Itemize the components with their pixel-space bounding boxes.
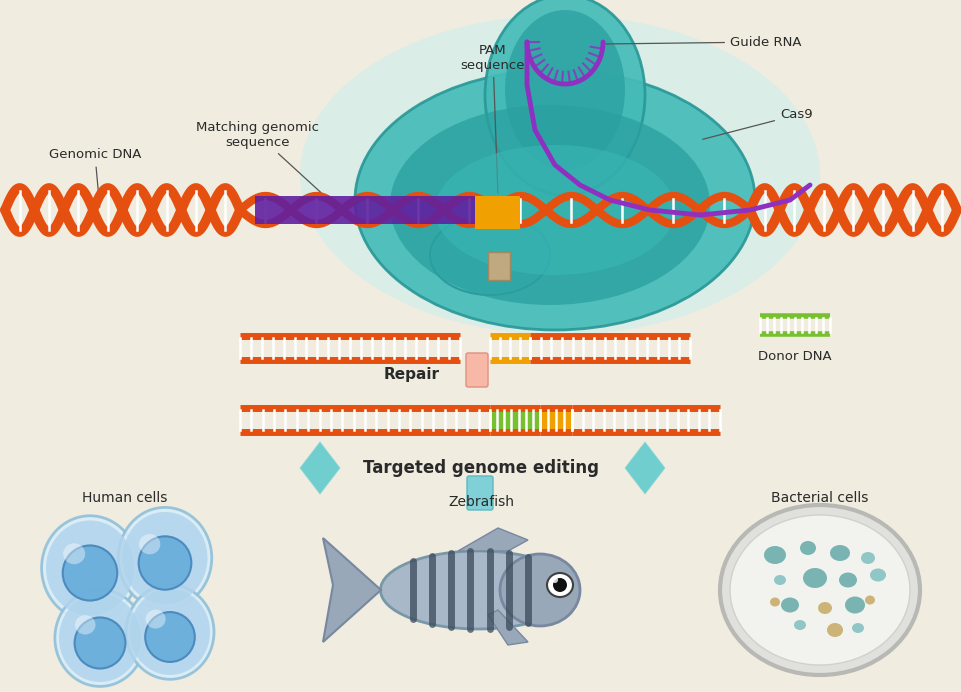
Text: Matching genomic
sequence: Matching genomic sequence <box>196 121 337 208</box>
Bar <box>255 196 475 224</box>
Ellipse shape <box>547 573 573 597</box>
Text: Repair: Repair <box>383 367 439 383</box>
Ellipse shape <box>75 617 125 668</box>
Polygon shape <box>300 442 339 494</box>
Polygon shape <box>457 528 528 551</box>
Ellipse shape <box>826 623 842 637</box>
FancyBboxPatch shape <box>465 353 487 387</box>
FancyBboxPatch shape <box>466 476 492 510</box>
Ellipse shape <box>851 623 863 633</box>
Ellipse shape <box>381 551 575 629</box>
Ellipse shape <box>838 572 856 588</box>
Ellipse shape <box>793 620 805 630</box>
Ellipse shape <box>130 589 209 675</box>
Ellipse shape <box>41 516 138 620</box>
Bar <box>475 196 520 224</box>
Bar <box>539 408 572 432</box>
Ellipse shape <box>800 541 815 555</box>
Text: Human cells: Human cells <box>83 491 167 505</box>
Ellipse shape <box>552 577 557 583</box>
Ellipse shape <box>122 512 208 604</box>
Ellipse shape <box>860 552 875 564</box>
Bar <box>487 252 509 280</box>
Ellipse shape <box>719 505 919 675</box>
Ellipse shape <box>138 536 191 590</box>
Ellipse shape <box>75 615 95 635</box>
Ellipse shape <box>829 545 850 561</box>
Ellipse shape <box>844 597 864 614</box>
Ellipse shape <box>869 569 885 581</box>
Ellipse shape <box>817 602 831 614</box>
Text: Cas9: Cas9 <box>702 109 812 139</box>
Ellipse shape <box>500 554 579 626</box>
Ellipse shape <box>62 545 117 601</box>
Text: Bacterial cells: Bacterial cells <box>771 491 868 505</box>
Text: Zebrafish: Zebrafish <box>448 495 513 509</box>
Polygon shape <box>487 610 528 645</box>
Ellipse shape <box>63 543 86 564</box>
Ellipse shape <box>802 568 826 588</box>
Bar <box>475 215 520 229</box>
Polygon shape <box>323 538 381 642</box>
Ellipse shape <box>780 597 799 612</box>
Ellipse shape <box>355 70 754 330</box>
Ellipse shape <box>46 520 134 615</box>
Ellipse shape <box>55 590 145 686</box>
Ellipse shape <box>729 515 909 665</box>
Ellipse shape <box>145 610 165 628</box>
Ellipse shape <box>126 585 213 680</box>
Text: Guide RNA: Guide RNA <box>605 35 801 48</box>
Ellipse shape <box>389 105 709 305</box>
Ellipse shape <box>763 546 785 564</box>
Text: Donor DNA: Donor DNA <box>757 350 831 363</box>
Text: Genomic DNA: Genomic DNA <box>49 149 141 207</box>
Ellipse shape <box>864 596 875 605</box>
Ellipse shape <box>300 15 819 335</box>
Ellipse shape <box>505 10 625 170</box>
Ellipse shape <box>59 594 141 682</box>
Polygon shape <box>625 442 664 494</box>
Ellipse shape <box>553 578 566 592</box>
Ellipse shape <box>145 612 194 662</box>
Ellipse shape <box>118 507 211 608</box>
Ellipse shape <box>430 215 550 295</box>
Ellipse shape <box>774 575 785 585</box>
Text: PAM
sequence: PAM sequence <box>460 44 525 193</box>
Ellipse shape <box>434 145 675 275</box>
Text: Targeted genome editing: Targeted genome editing <box>362 459 599 477</box>
Bar <box>489 408 539 432</box>
Ellipse shape <box>139 534 160 554</box>
Ellipse shape <box>484 0 644 195</box>
Ellipse shape <box>769 597 779 606</box>
